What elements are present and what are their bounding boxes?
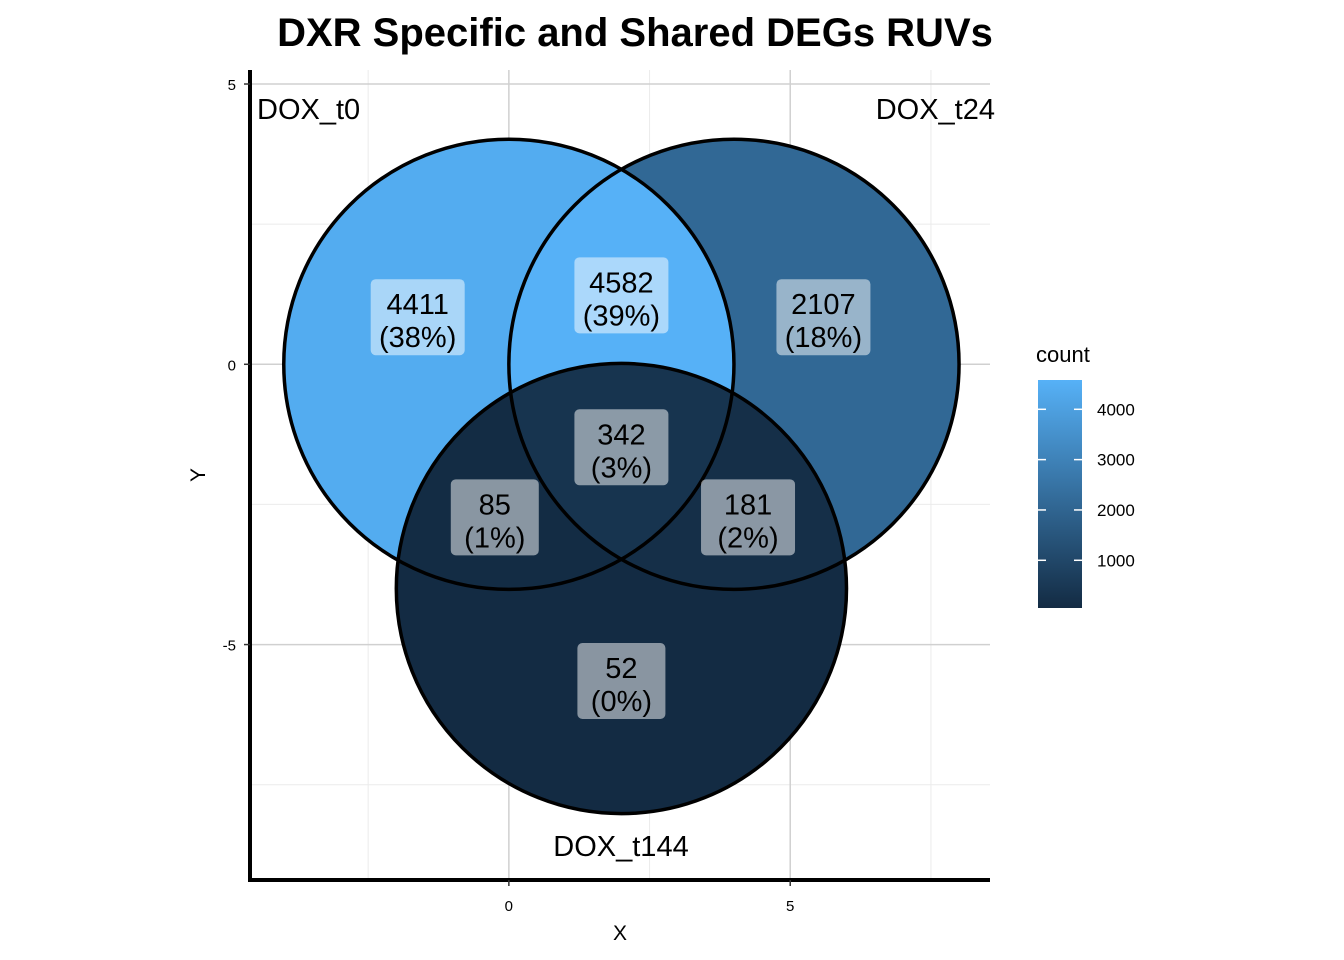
label-box xyxy=(370,279,465,356)
legend-tick-label: 1000 xyxy=(1097,551,1135,570)
label-box xyxy=(577,643,666,720)
region-label: 2107(18%) xyxy=(776,279,871,356)
axes: 0 5 5 0 -5 xyxy=(223,70,990,915)
region-label: 342(3%) xyxy=(574,409,669,486)
region-label: 4411(38%) xyxy=(370,279,465,356)
region-percent: (1%) xyxy=(464,522,525,554)
label-box xyxy=(701,479,796,556)
circle-outline xyxy=(394,361,849,816)
set-name-dox-t24: DOX_t24 xyxy=(876,94,995,126)
region-percent: (18%) xyxy=(785,322,862,354)
label-box xyxy=(450,479,539,556)
x-axis-label: X xyxy=(613,922,627,945)
legend-title: count xyxy=(1036,342,1090,367)
region-label: 4582(39%) xyxy=(574,257,669,334)
legend-tick-label: 2000 xyxy=(1097,501,1135,520)
label-box xyxy=(574,257,669,334)
venn-outlines xyxy=(282,137,961,816)
region-percent: (2%) xyxy=(717,522,778,554)
circle-outline xyxy=(282,137,736,592)
region-count: 85 xyxy=(479,489,511,521)
label-box xyxy=(574,409,669,486)
chart-title: DXR Specific and Shared DEGs RUVs xyxy=(277,11,993,55)
circle-outline xyxy=(507,137,961,592)
region-label: 181(2%) xyxy=(701,479,796,556)
region-count: 2107 xyxy=(791,289,856,321)
region-percent: (39%) xyxy=(583,300,660,332)
legend-tick-label: 4000 xyxy=(1097,400,1135,419)
region-percent: (38%) xyxy=(379,322,456,354)
region-labels: 4411(38%) 2107(18%) 52(0%) 4582(39%) 85(1%) 1… xyxy=(370,257,871,720)
x-tick-label: 5 xyxy=(786,898,794,915)
y-tick-label: 0 xyxy=(228,357,236,374)
set-name-dox-t144: DOX_t144 xyxy=(553,831,688,863)
region-count: 52 xyxy=(605,653,637,685)
label-box xyxy=(776,279,871,356)
x-tick-label: 0 xyxy=(505,898,513,915)
region-label: 52(0%) xyxy=(577,643,666,720)
region-count: 4582 xyxy=(589,267,654,299)
region-count: 181 xyxy=(724,489,772,521)
set-name-dox-t0: DOX_t0 xyxy=(257,94,360,126)
region-percent: (3%) xyxy=(591,452,652,484)
legend: count 4000 3000 2000 1000 xyxy=(1036,342,1135,608)
region-count: 342 xyxy=(597,419,645,451)
y-tick-label: -5 xyxy=(223,638,236,655)
y-tick-label: 5 xyxy=(228,77,236,94)
legend-tick-label: 3000 xyxy=(1097,451,1135,470)
legend-colorbar xyxy=(1038,380,1082,608)
region-percent: (0%) xyxy=(591,686,652,718)
region-label: 85(1%) xyxy=(450,479,539,556)
set-names: DOX_t0 DOX_t24 DOX_t144 xyxy=(257,94,995,863)
region-count: 4411 xyxy=(387,289,449,321)
y-axis-label: Y xyxy=(187,468,210,482)
